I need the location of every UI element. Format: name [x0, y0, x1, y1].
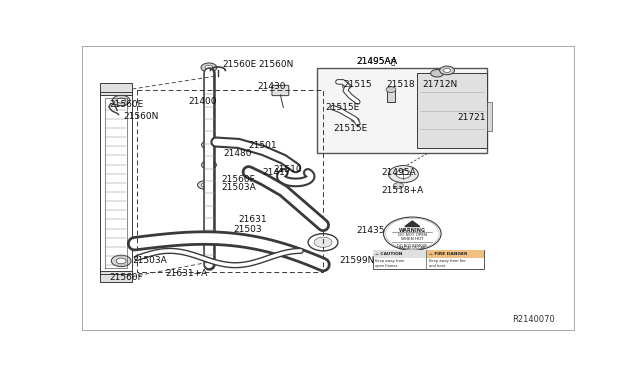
Text: 21518: 21518 [387, 80, 415, 89]
Text: 21712N: 21712N [422, 80, 458, 89]
Text: 21515E: 21515E [326, 103, 360, 112]
FancyBboxPatch shape [272, 85, 289, 96]
Text: 21560F: 21560F [222, 175, 255, 184]
Circle shape [116, 98, 125, 103]
Text: 21503A: 21503A [221, 183, 256, 192]
Circle shape [201, 63, 217, 72]
Text: 21599N: 21599N [339, 256, 374, 264]
Text: 21518+A: 21518+A [381, 186, 423, 195]
Bar [372, 250, 426, 258]
Text: 21503: 21503 [234, 225, 262, 234]
Text: 21560E: 21560E [223, 60, 257, 69]
Text: 21631+A: 21631+A [165, 269, 207, 278]
Circle shape [205, 65, 213, 70]
Circle shape [202, 183, 209, 187]
Text: ⚠ CAUTION: ⚠ CAUTION [375, 252, 403, 256]
Circle shape [444, 68, 451, 73]
Text: WARNING: WARNING [399, 228, 426, 233]
Text: 21721: 21721 [457, 113, 486, 122]
Circle shape [431, 70, 444, 77]
Bar [387, 90, 396, 102]
Circle shape [314, 237, 332, 247]
Text: 21515E: 21515E [333, 124, 367, 133]
Text: 21560N: 21560N [259, 60, 294, 69]
Text: R2140070: R2140070 [513, 315, 555, 324]
Text: 21400: 21400 [188, 97, 216, 106]
Text: WHEN HOT: WHEN HOT [401, 237, 424, 241]
Bar [317, 68, 486, 154]
Circle shape [112, 95, 130, 106]
Text: 21631: 21631 [239, 215, 268, 224]
Text: 21560N: 21560N [124, 112, 159, 121]
Circle shape [351, 118, 359, 122]
Circle shape [342, 84, 351, 89]
Bar [100, 83, 132, 95]
Circle shape [394, 183, 403, 189]
Text: 21501: 21501 [249, 141, 277, 150]
Text: 21495A: 21495A [381, 168, 416, 177]
Text: 21430: 21430 [257, 82, 285, 91]
Text: 21435: 21435 [356, 226, 385, 235]
Circle shape [198, 181, 212, 189]
Text: 21495AA: 21495AA [356, 57, 398, 66]
Text: 21515: 21515 [343, 80, 371, 89]
Text: DO NOT OPEN: DO NOT OPEN [398, 233, 427, 237]
Text: Keep away from fire
and heat: Keep away from fire and heat [429, 259, 465, 268]
Circle shape [383, 217, 441, 250]
Circle shape [202, 161, 216, 169]
Text: RADIATOR CAP: RADIATOR CAP [399, 246, 426, 250]
Text: Keep away from
open flames: Keep away from open flames [375, 259, 404, 268]
Polygon shape [405, 221, 420, 227]
Circle shape [202, 141, 216, 149]
Text: 21510: 21510 [273, 165, 302, 174]
Circle shape [440, 66, 454, 75]
Text: 21560F: 21560F [110, 273, 143, 282]
Text: 21417: 21417 [262, 168, 291, 177]
Circle shape [308, 234, 338, 251]
Bar [372, 250, 484, 269]
Bar [100, 271, 132, 282]
Circle shape [385, 218, 439, 249]
Text: 21480: 21480 [224, 149, 252, 158]
Text: 21503A: 21503A [132, 256, 167, 264]
Circle shape [205, 163, 212, 167]
Text: ⚠ FIRE DANGER: ⚠ FIRE DANGER [429, 252, 467, 256]
Text: 21560E: 21560E [110, 100, 144, 109]
Text: 21495AA: 21495AA [356, 57, 398, 66]
Text: 🔑: 🔑 [390, 58, 395, 65]
Circle shape [396, 170, 411, 179]
Circle shape [116, 258, 126, 264]
Bar [426, 250, 484, 258]
Circle shape [386, 87, 396, 93]
Circle shape [111, 255, 131, 267]
Circle shape [205, 143, 212, 147]
Bar [417, 73, 486, 148]
Bar [486, 102, 492, 131]
Text: DO NOT REMOVE: DO NOT REMOVE [397, 244, 428, 248]
Circle shape [388, 166, 419, 183]
